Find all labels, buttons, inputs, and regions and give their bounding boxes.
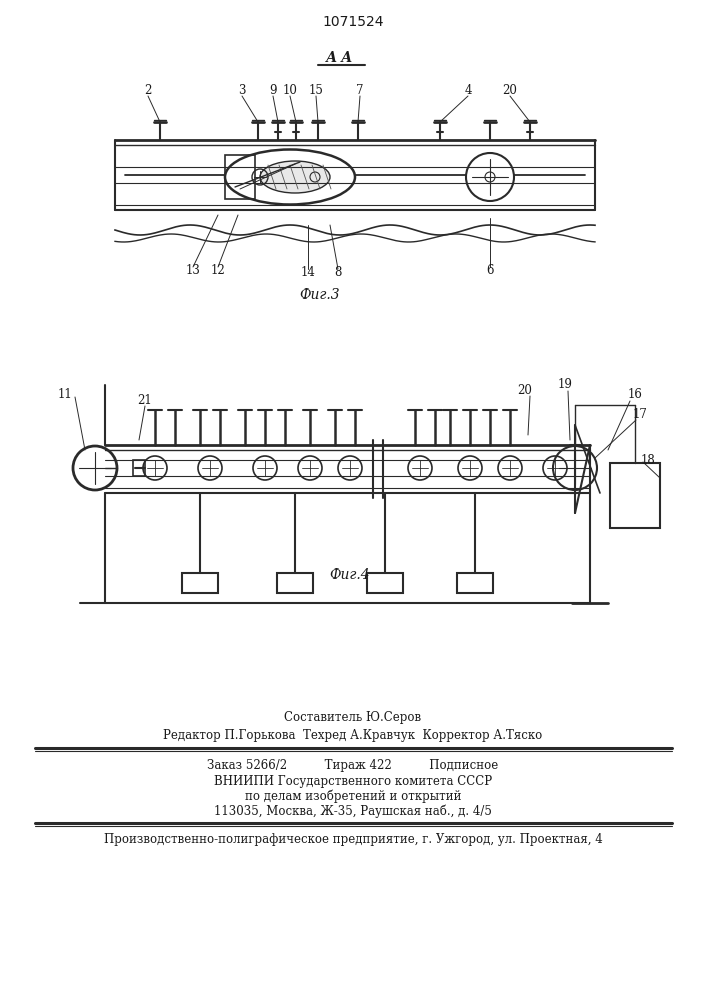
Bar (457, 573, 493, 593)
Bar (277, 573, 313, 593)
Bar (133, 460, 145, 476)
Text: 20: 20 (503, 84, 518, 97)
Text: 14: 14 (300, 266, 315, 279)
Text: 12: 12 (211, 264, 226, 277)
Text: Составитель Ю.Серов: Составитель Ю.Серов (284, 712, 421, 724)
Bar (225, 155, 255, 199)
Text: Фиг.3: Фиг.3 (300, 288, 340, 302)
Text: Производственно-полиграфическое предприятие, г. Ужгород, ул. Проектная, 4: Производственно-полиграфическое предприя… (104, 834, 602, 846)
Text: 7: 7 (356, 84, 363, 97)
Text: 18: 18 (641, 454, 655, 466)
Text: по делам изобретений и открытий: по делам изобретений и открытий (245, 789, 461, 803)
Text: 9: 9 (269, 84, 276, 97)
Text: Заказ 5266/2          Тираж 422          Подписное: Заказ 5266/2 Тираж 422 Подписное (207, 760, 498, 772)
Text: 16: 16 (628, 388, 643, 401)
Text: 17: 17 (633, 408, 648, 422)
Text: 113035, Москва, Ж-35, Раушская наб., д. 4/5: 113035, Москва, Ж-35, Раушская наб., д. … (214, 804, 492, 818)
Text: 10: 10 (283, 84, 298, 97)
Text: ВНИИПИ Государственного комитета СССР: ВНИИПИ Государственного комитета СССР (214, 774, 492, 788)
Text: 1071524: 1071524 (322, 15, 384, 29)
Text: 3: 3 (238, 84, 246, 97)
Text: 2: 2 (144, 84, 152, 97)
Text: 11: 11 (58, 388, 72, 401)
Text: Фиг.4: Фиг.4 (329, 568, 370, 582)
Text: 8: 8 (334, 266, 341, 279)
Bar (367, 573, 403, 593)
Text: 13: 13 (185, 264, 201, 277)
Text: 20: 20 (518, 383, 532, 396)
Text: 6: 6 (486, 264, 493, 277)
Text: 19: 19 (558, 378, 573, 391)
Ellipse shape (260, 161, 330, 193)
Text: 15: 15 (308, 84, 323, 97)
Text: 4: 4 (464, 84, 472, 97)
Bar (610, 463, 660, 528)
Text: 21: 21 (138, 393, 153, 406)
Text: А А: А А (327, 51, 354, 65)
Bar (182, 573, 218, 593)
Text: Редактор П.Горькова  Техред А.Кравчук  Корректор А.Тяско: Редактор П.Горькова Техред А.Кравчук Кор… (163, 730, 543, 742)
